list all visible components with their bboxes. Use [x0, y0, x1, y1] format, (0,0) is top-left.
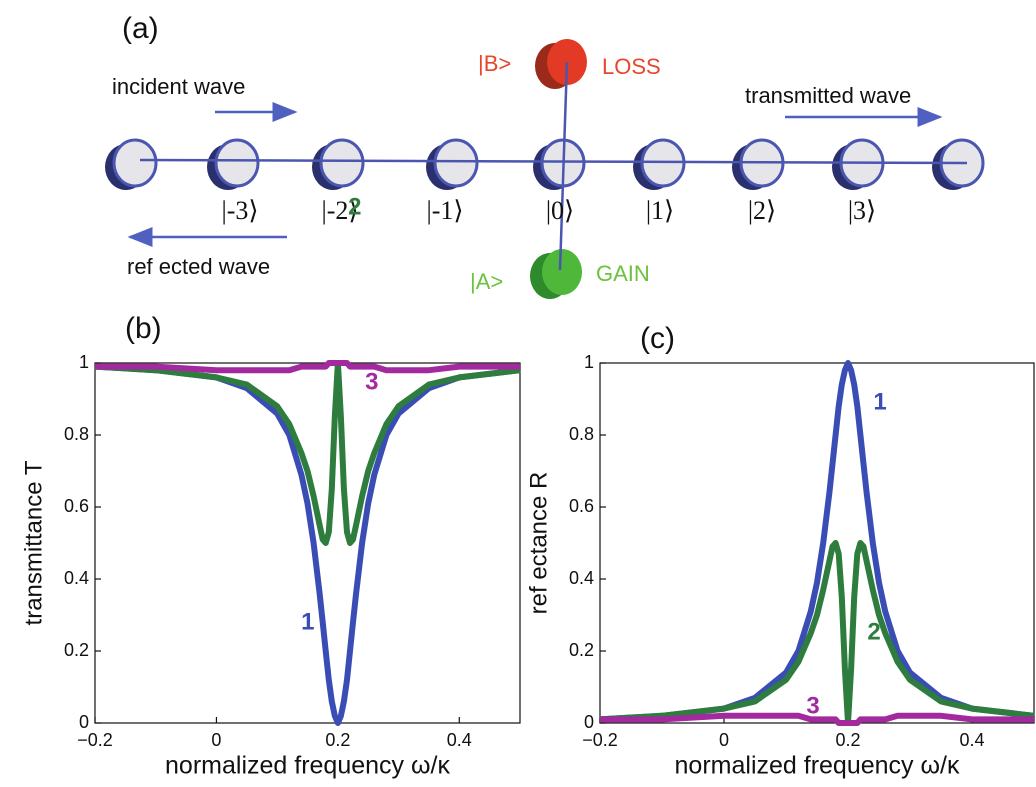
y-tick-label: 1	[584, 352, 594, 372]
reflected-label: ref ected wave	[127, 254, 270, 279]
series-label: 2	[348, 193, 361, 220]
diagram: (a) incident wave transmitted wave ref e…	[103, 12, 985, 299]
state-label: |-2⟩	[321, 196, 358, 225]
resonator	[830, 138, 885, 192]
x-tick-label: 0.4	[447, 730, 472, 750]
coupling-line	[139, 158, 968, 165]
resonator	[730, 138, 785, 192]
series-line	[95, 360, 520, 374]
series-line	[599, 360, 1035, 723]
y-tick-label: 0	[584, 712, 594, 732]
panel-label: (a)	[122, 12, 159, 45]
y-tick-label: 0.4	[64, 568, 89, 588]
resonator	[930, 138, 985, 192]
gain-label: GAIN	[596, 261, 650, 286]
plot-frame	[94, 362, 521, 724]
loss-label: LOSS	[602, 54, 661, 79]
y-tick-label: 0.6	[64, 496, 89, 516]
y-tick-label: 1	[79, 352, 89, 372]
series-label: 1	[873, 388, 886, 415]
plot-frame	[599, 362, 1035, 724]
x-tick-label: 0.2	[835, 730, 860, 750]
state-label: |1⟩	[646, 196, 674, 225]
b-state: |B>	[478, 51, 511, 76]
series-label: 1	[301, 608, 314, 635]
incident-label: incident wave	[112, 74, 245, 99]
y-axis-label: transmittance T	[20, 460, 47, 625]
y-tick-label: 0.6	[569, 496, 594, 516]
x-tick-label: 0	[211, 730, 221, 750]
resonator	[103, 138, 158, 192]
y-tick-label: 0	[79, 712, 89, 732]
resonator	[631, 138, 686, 192]
y-tick-label: 0.8	[64, 424, 89, 444]
resonator	[310, 138, 365, 192]
state-label: |-3⟩	[221, 196, 258, 225]
x-tick-label: −0.2	[77, 730, 113, 750]
x-tick-label: 0	[719, 730, 729, 750]
y-axis-label: ref ectance R	[525, 472, 552, 615]
coupling-line	[558, 61, 569, 271]
x-axis-label: normalized frequency ω/κ	[675, 752, 960, 780]
y-tick-label: 0.2	[64, 640, 89, 660]
x-tick-label: 0.2	[325, 730, 350, 750]
y-tick-label: 0.8	[569, 424, 594, 444]
state-label: |0⟩	[546, 196, 574, 225]
state-label: |2⟩	[748, 196, 776, 225]
state-label: |3⟩	[848, 196, 876, 225]
y-tick-label: 0.4	[569, 568, 594, 588]
y-tick-label: 0.2	[569, 640, 594, 660]
gain-resonator	[542, 249, 582, 295]
x-tick-label: 0.4	[959, 730, 984, 750]
resonator	[205, 138, 260, 192]
chart-title: (c)	[640, 322, 675, 355]
resonator	[424, 138, 479, 192]
series-line	[599, 540, 1035, 726]
series-line	[600, 712, 1034, 726]
series-label: 3	[806, 692, 819, 719]
resonator	[531, 138, 586, 192]
a-state: |A>	[470, 269, 503, 294]
state-label: |-1⟩	[426, 196, 463, 225]
transmitted-label: transmitted wave	[745, 83, 911, 108]
series-label: 3	[365, 368, 378, 395]
chart-title: (b)	[125, 312, 162, 345]
x-axis-label: normalized frequency ω/κ	[165, 752, 450, 780]
series-line	[94, 363, 521, 726]
series-line	[94, 360, 521, 546]
series-label: 2	[867, 618, 880, 645]
x-tick-label: −0.2	[582, 730, 618, 750]
